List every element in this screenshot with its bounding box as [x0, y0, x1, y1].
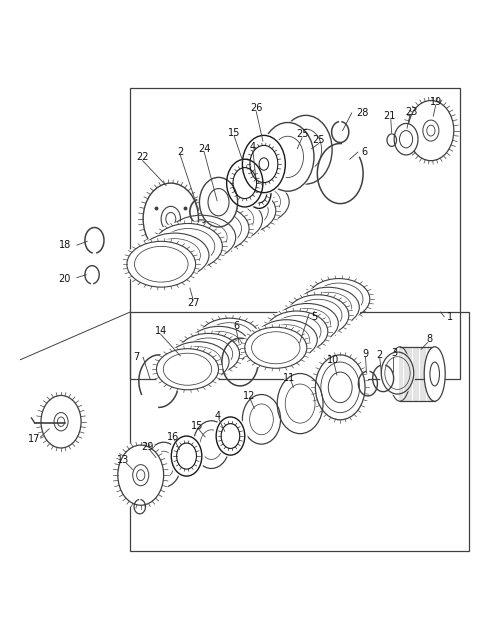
Ellipse shape	[260, 121, 316, 193]
Ellipse shape	[213, 415, 248, 457]
Ellipse shape	[389, 347, 410, 401]
Ellipse shape	[253, 318, 319, 361]
Text: 27: 27	[187, 298, 200, 309]
Ellipse shape	[328, 372, 352, 403]
Ellipse shape	[424, 347, 445, 401]
Text: 25: 25	[312, 135, 325, 145]
Bar	[130, 87, 459, 379]
Text: 13: 13	[117, 455, 129, 465]
Text: 15: 15	[228, 128, 240, 138]
Text: 6: 6	[361, 147, 367, 157]
Ellipse shape	[199, 177, 238, 227]
Ellipse shape	[430, 362, 440, 386]
Ellipse shape	[283, 293, 353, 338]
Text: 4: 4	[215, 411, 221, 421]
Ellipse shape	[224, 158, 266, 209]
Text: 5: 5	[311, 312, 317, 322]
Text: 21: 21	[383, 111, 396, 122]
Ellipse shape	[278, 114, 334, 185]
Text: 19: 19	[430, 97, 442, 107]
Text: 9: 9	[362, 349, 369, 359]
Text: 20: 20	[59, 273, 71, 284]
Ellipse shape	[240, 134, 288, 195]
Ellipse shape	[186, 325, 252, 368]
Ellipse shape	[168, 434, 204, 478]
Text: 1: 1	[447, 312, 453, 322]
Ellipse shape	[262, 309, 332, 354]
Ellipse shape	[144, 441, 183, 489]
Ellipse shape	[174, 331, 243, 377]
Text: 15: 15	[191, 421, 203, 431]
Text: 2: 2	[177, 147, 183, 157]
Ellipse shape	[123, 239, 199, 289]
Text: 23: 23	[406, 107, 418, 116]
Ellipse shape	[192, 419, 231, 470]
Ellipse shape	[165, 214, 238, 261]
Bar	[130, 312, 469, 550]
Text: 24: 24	[198, 144, 210, 154]
Ellipse shape	[150, 221, 226, 272]
Text: 16: 16	[167, 432, 180, 442]
Text: 2: 2	[377, 350, 383, 360]
Ellipse shape	[276, 372, 325, 435]
Text: 7: 7	[133, 352, 140, 362]
Text: 28: 28	[356, 108, 368, 118]
Text: 11: 11	[283, 373, 295, 383]
Ellipse shape	[177, 203, 253, 254]
Ellipse shape	[275, 302, 340, 345]
Ellipse shape	[259, 158, 269, 170]
Ellipse shape	[304, 276, 373, 322]
Ellipse shape	[35, 392, 87, 452]
Text: 6: 6	[233, 322, 239, 331]
Ellipse shape	[241, 325, 311, 370]
Ellipse shape	[203, 185, 280, 236]
Ellipse shape	[244, 175, 274, 210]
Ellipse shape	[192, 196, 264, 243]
Text: 29: 29	[142, 442, 154, 451]
Text: 14: 14	[155, 326, 167, 336]
Text: 17: 17	[28, 435, 40, 444]
Text: 18: 18	[59, 240, 71, 250]
Text: 8: 8	[427, 334, 433, 344]
Text: 4: 4	[250, 142, 256, 152]
Ellipse shape	[379, 350, 416, 395]
Ellipse shape	[165, 340, 231, 383]
Ellipse shape	[195, 316, 264, 361]
Ellipse shape	[218, 178, 291, 226]
Ellipse shape	[394, 123, 418, 155]
Ellipse shape	[240, 393, 282, 446]
Text: 10: 10	[327, 355, 339, 365]
Ellipse shape	[137, 179, 204, 258]
Ellipse shape	[138, 231, 211, 279]
Text: 22: 22	[136, 152, 149, 162]
Ellipse shape	[112, 441, 169, 509]
Text: 26: 26	[250, 103, 263, 113]
Ellipse shape	[402, 96, 459, 165]
Ellipse shape	[312, 352, 369, 422]
Ellipse shape	[295, 286, 361, 329]
Text: 3: 3	[391, 349, 397, 359]
Ellipse shape	[153, 347, 222, 392]
Text: 25: 25	[296, 129, 308, 140]
Text: 12: 12	[243, 392, 256, 401]
